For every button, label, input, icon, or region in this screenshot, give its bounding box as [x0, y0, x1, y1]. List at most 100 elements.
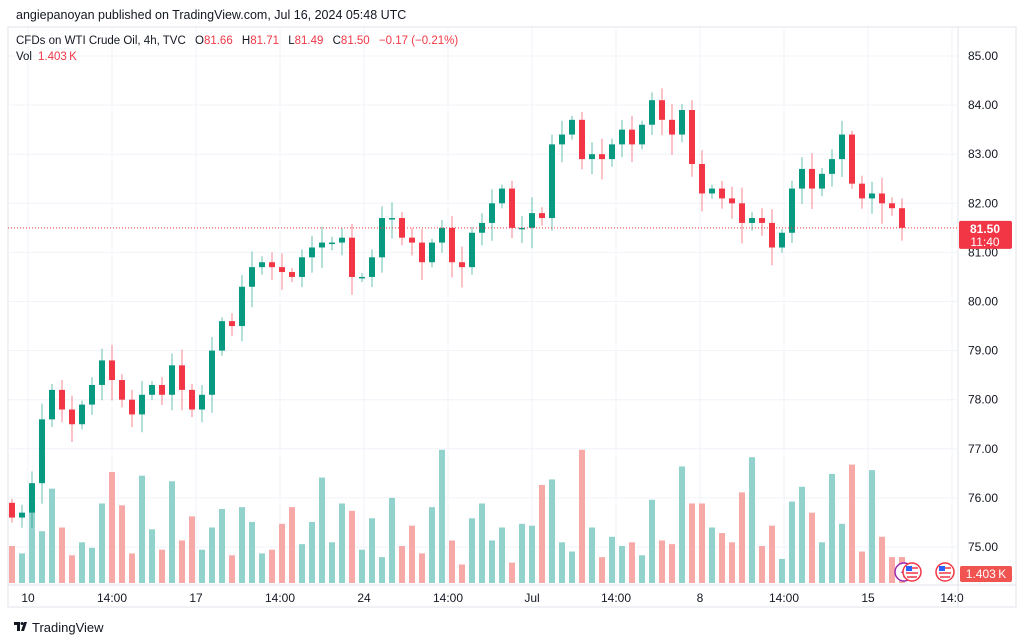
candle-down [769, 209, 775, 266]
candle-up [819, 167, 825, 197]
volume-bar [829, 473, 835, 583]
candle-body [439, 227, 445, 243]
candle-body [309, 247, 315, 258]
candle-up [339, 227, 345, 256]
candle-up [519, 216, 525, 244]
candle-down [179, 349, 185, 411]
us-flag-event-icon[interactable] [902, 562, 922, 582]
candle-down [109, 344, 115, 401]
candle-body [729, 198, 735, 204]
volume-bar [189, 516, 195, 583]
time-axis[interactable]: 10 14:00 17 14:00 24 14:00 Jul 14:00 8 14:00 15 14:… [21, 591, 964, 605]
volume-bar [229, 555, 235, 583]
volume-bar [479, 503, 485, 583]
price-badge-countdown: 11:40 [970, 235, 999, 249]
legend-open: 81.66 [204, 35, 233, 47]
candle-down [879, 177, 885, 224]
candle-body [319, 242, 325, 248]
time-tick-label: 14:0 [940, 591, 964, 605]
event-icons[interactable] [894, 562, 955, 582]
volume-bar [389, 497, 395, 583]
volume-bar [539, 484, 545, 583]
candle-body [329, 242, 335, 245]
price-tick-label: 84.00 [968, 98, 998, 112]
candle-down [229, 313, 235, 337]
time-tick-label: 10 [21, 591, 35, 605]
volume-bar [149, 529, 155, 583]
volume-bar [799, 486, 805, 583]
candle-body [589, 154, 595, 160]
volume-bar [839, 523, 845, 583]
volume-bar [469, 518, 475, 583]
time-tick-label: 14:00 [265, 591, 295, 605]
volume-badge: 1.403 K [960, 566, 1012, 582]
candle-down [59, 380, 65, 423]
candle-body [429, 242, 435, 263]
volume-bar [239, 507, 245, 583]
candle-up [479, 213, 485, 246]
volume-bar [809, 512, 815, 583]
price-tick-label: 82.00 [968, 196, 998, 210]
volume-series [9, 449, 905, 583]
volume-bar [79, 542, 85, 583]
tradingview-logo[interactable]: TradingView [14, 620, 104, 635]
legend-vol-label: Vol [16, 51, 32, 63]
volume-bar [379, 557, 385, 583]
candle-up [779, 228, 785, 253]
volume-bar [419, 553, 425, 583]
candle-body [559, 134, 565, 145]
us-flag-event-icon[interactable] [935, 562, 955, 582]
candle-up [239, 274, 245, 342]
candle-up [709, 184, 715, 199]
candle-up [489, 189, 495, 241]
candle-body [399, 218, 405, 238]
candle-body [199, 394, 205, 410]
volume-bar [339, 503, 345, 583]
price-tick-label: 76.00 [968, 491, 998, 505]
candle-down [189, 383, 195, 418]
time-tick-label: 14:00 [97, 591, 127, 605]
candle-body [889, 203, 895, 209]
candle-body [219, 321, 225, 351]
candle-body [709, 188, 715, 194]
volume-bar [259, 553, 265, 583]
volume-bar [589, 527, 595, 583]
candle-body [389, 218, 395, 220]
volume-bar [459, 564, 465, 583]
volume-bar [19, 553, 25, 583]
candle-down [719, 180, 725, 209]
candle-body [499, 188, 505, 204]
candle-down [629, 115, 635, 163]
candle-down [129, 389, 135, 428]
candle-body [189, 389, 195, 410]
volume-bar [59, 527, 65, 583]
price-badge-value: 81.50 [970, 222, 1000, 236]
svg-text:CFDs on WTI Crude Oil, 4h, TVC: CFDs on WTI Crude Oil, 4h, TVC O81.66 H8… [16, 35, 458, 47]
volume-bar [599, 557, 605, 583]
volume-bar [699, 503, 705, 583]
legend-low: 81.49 [295, 35, 324, 47]
price-tick-label: 85.00 [968, 49, 998, 63]
candle-up [329, 236, 335, 251]
candle-body [849, 134, 855, 184]
candle-body [809, 168, 815, 189]
legend-close: 81.50 [341, 35, 370, 47]
volume-bar [219, 509, 225, 583]
candle-up [249, 251, 255, 308]
candle-body [179, 365, 185, 390]
volume-bar [69, 555, 75, 583]
candle-down [579, 111, 585, 170]
candle-down [859, 175, 865, 209]
candle-body [339, 237, 345, 243]
volume-bar [659, 540, 665, 583]
price-axis[interactable]: 85.00 84.00 83.00 82.00 81.00 80.00 79.00 78.00… [968, 49, 998, 554]
candle-up [639, 120, 645, 150]
candle-body [409, 237, 415, 243]
volume-bar [609, 536, 615, 583]
candle-up [209, 336, 215, 413]
volume-bar [649, 499, 655, 583]
time-tick-label: 14:00 [433, 591, 463, 605]
candle-down [69, 395, 75, 443]
volume-bar [449, 540, 455, 583]
